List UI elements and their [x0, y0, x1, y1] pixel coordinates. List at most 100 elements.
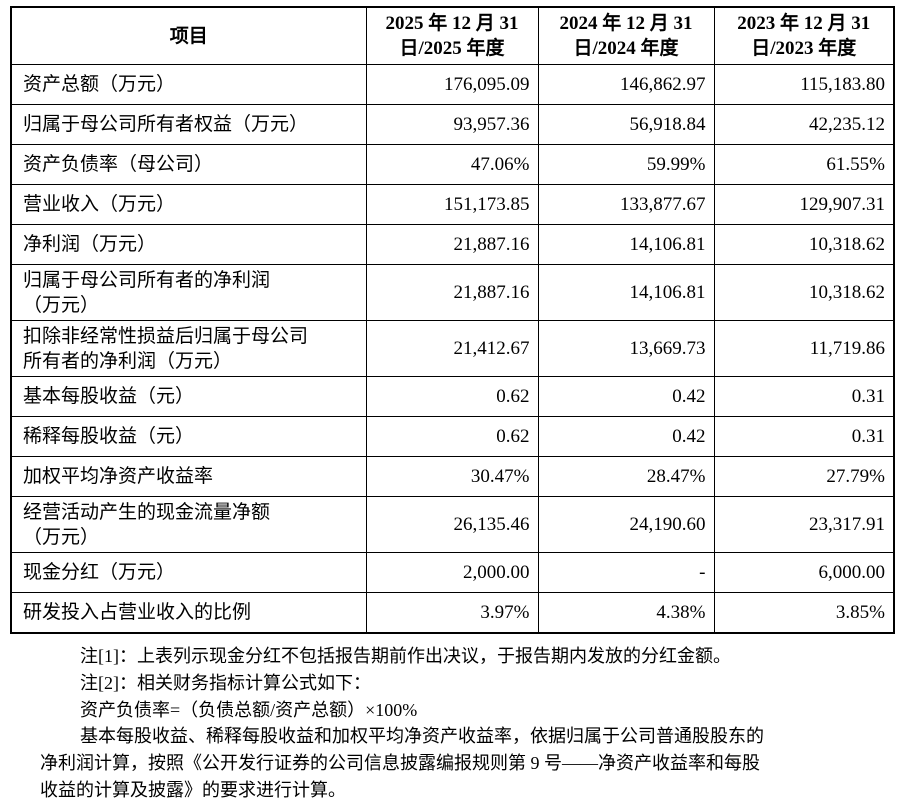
header-text: 2025 年 12 月 31: [385, 13, 519, 34]
label-text: 稀释每股收益（元）: [23, 426, 195, 447]
label-text: （万元）: [23, 526, 100, 548]
label-text: （万元）: [23, 294, 100, 316]
row-label: 经营活动产生的现金流量净额 （万元）: [10, 496, 367, 553]
value-cell: 24,190.60: [537, 496, 715, 553]
value-cell: 21,887.16: [365, 224, 539, 265]
value-cell: 151,173.85: [365, 184, 539, 225]
header-cell: 2024 年 12 月 31 日/2024 年度: [537, 6, 715, 65]
row-label: 净利润（万元）: [10, 224, 367, 265]
value-cell: 93,957.36: [365, 104, 539, 145]
table-row: 经营活动产生的现金流量净额 （万元） 26,135.46 24,190.60 23,31…: [10, 496, 895, 553]
row-label: 基本每股收益（元）: [10, 376, 367, 417]
header-text: 日/2025 年度: [399, 38, 505, 59]
value-cell: 3.97%: [365, 592, 539, 633]
value-cell: 4.38%: [537, 592, 715, 633]
note-line: 注[2]：相关财务指标计算公式如下：: [80, 672, 371, 693]
label-text: 营业收入（万元）: [23, 194, 176, 215]
table-row: 基本每股收益（元） 0.62 0.42 0.31: [10, 376, 895, 417]
value-cell: 11,719.86: [713, 320, 895, 377]
value-cell: 10,318.62: [713, 264, 895, 321]
value-cell: 0.31: [713, 416, 895, 457]
header-cell: 2025 年 12 月 31 日/2025 年度: [365, 6, 539, 65]
value-cell: 0.31: [713, 376, 895, 417]
value-cell: -: [537, 552, 715, 593]
table-row: 净利润（万元） 21,887.16 14,106.81 10,318.62: [10, 224, 895, 265]
value-cell: 30.47%: [365, 456, 539, 497]
table-row: 现金分红（万元） 2,000.00-6,000.00: [10, 552, 895, 593]
row-label: 归属于母公司所有者的净利润 （万元）: [10, 264, 367, 321]
row-label: 现金分红（万元）: [10, 552, 367, 593]
header-text: 日/2024 年度: [573, 38, 679, 59]
note-line: 注[1]：上表列示现金分红不包括报告期前作出决议，于报告期内发放的分红金额。: [80, 646, 731, 666]
note-line: 资产负债率=（负债总额/资产总额）×100%: [80, 699, 418, 720]
value-cell: 0.42: [537, 376, 715, 417]
value-cell: 0.62: [365, 376, 539, 417]
value-cell: 115,183.80: [713, 64, 895, 105]
label-text: 研发投入占营业收入的比例: [23, 601, 252, 623]
note-line: 基本每股收益、稀释每股收益和加权平均净资产收益率，依据归属于公司普通股股东的: [80, 726, 764, 747]
value-cell: 27.79%: [713, 456, 895, 497]
header-text: 日/2023 年度: [751, 38, 857, 59]
row-label: 扣除非经常性损益后归属于母公司 所有者的净利润（万元）: [10, 320, 367, 377]
row-label: 稀释每股收益（元）: [10, 416, 367, 457]
label-text: 扣除非经常性损益后归属于母公司: [23, 325, 309, 347]
value-cell: 146,862.97: [537, 64, 715, 105]
table-row: 扣除非经常性损益后归属于母公司 所有者的净利润（万元） 21,412.67 13,66…: [10, 320, 895, 377]
value-cell: 59.99%: [537, 144, 715, 185]
label-text: 现金分红（万元）: [23, 562, 176, 583]
value-cell: 2,000.00: [365, 552, 539, 593]
table-row: 资产总额（万元） 176,095.09 146,862.97 115,183.80: [10, 64, 895, 105]
value-cell: 13,669.73: [537, 320, 715, 377]
row-label: 资产负债率（母公司）: [10, 144, 367, 185]
table-row: 营业收入（万元） 151,173.85 133,877.67 129,907.31: [10, 184, 895, 225]
header-text: 项目: [169, 25, 208, 47]
row-label: 营业收入（万元）: [10, 184, 367, 225]
value-cell: 176,095.09: [365, 64, 539, 105]
row-label: 加权平均净资产收益率: [10, 456, 367, 497]
header-text: 2024 年 12 月 31: [559, 13, 693, 34]
value-cell: 28.47%: [537, 456, 715, 497]
financial-table: 项目 2025 年 12 月 31 日/2025 年度 2024 年 12 月 31 日…: [10, 6, 895, 634]
header-cell: 项目: [10, 6, 367, 65]
value-cell: 0.62: [365, 416, 539, 457]
table-body: 资产总额（万元） 176,095.09 146,862.97 115,183.80 归属…: [10, 64, 895, 633]
table-row: 加权平均净资产收益率 30.47% 28.47% 27.79%: [10, 456, 895, 497]
header-text: 2023 年 12 月 31: [737, 13, 871, 34]
row-label: 资产总额（万元）: [10, 64, 367, 105]
note-line: 收益的计算及披露》的要求进行计算。: [40, 779, 346, 800]
value-cell: 26,135.46: [365, 496, 539, 553]
value-cell: 56,918.84: [537, 104, 715, 145]
value-cell: 21,412.67: [365, 320, 539, 377]
label-text: 所有者的净利润（万元）: [23, 350, 233, 372]
value-cell: 23,317.91: [713, 496, 895, 553]
value-cell: 0.42: [537, 416, 715, 457]
label-text: 归属于母公司所有者权益（万元）: [23, 114, 309, 135]
table-row: 归属于母公司所有者的净利润 （万元） 21,887.16 14,106.81 10,31…: [10, 264, 895, 321]
value-cell: 14,106.81: [537, 264, 715, 321]
label-text: 基本每股收益（元）: [23, 386, 195, 407]
value-cell: 6,000.00: [713, 552, 895, 593]
value-cell: 61.55%: [713, 144, 895, 185]
table-row: 稀释每股收益（元） 0.62 0.42 0.31: [10, 416, 895, 457]
label-text: 资产负债率（母公司）: [23, 154, 214, 175]
label-text: 资产总额（万元）: [23, 74, 176, 95]
note-line: 净利润计算，按照《公开发行证券的公司信息披露编报规则第 9 号——净资产收益率和…: [40, 753, 760, 774]
table-row: 研发投入占营业收入的比例 3.97% 4.38% 3.85%: [10, 592, 895, 633]
value-cell: 42,235.12: [713, 104, 895, 145]
notes: 注[1]：上表列示现金分红不包括报告期前作出决议，于报告期内发放的分红金额。 注[…: [40, 643, 890, 804]
header-row: 项目 2025 年 12 月 31 日/2025 年度 2024 年 12 月 31 日…: [10, 6, 895, 65]
value-cell: 21,887.16: [365, 264, 539, 321]
table-row: 归属于母公司所有者权益（万元） 93,957.36 56,918.84 42,235.…: [10, 104, 895, 145]
label-text: 加权平均净资产收益率: [23, 466, 214, 487]
row-label: 归属于母公司所有者权益（万元）: [10, 104, 367, 145]
row-label: 研发投入占营业收入的比例: [10, 592, 367, 633]
label-text: 经营活动产生的现金流量净额: [23, 501, 271, 523]
value-cell: 47.06%: [365, 144, 539, 185]
table-row: 资产负债率（母公司） 47.06% 59.99% 61.55%: [10, 144, 895, 185]
value-cell: 3.85%: [713, 592, 895, 633]
value-cell: 10,318.62: [713, 224, 895, 265]
label-text: 净利润（万元）: [23, 234, 157, 255]
value-cell: 14,106.81: [537, 224, 715, 265]
label-text: 归属于母公司所有者的净利润: [23, 269, 271, 291]
